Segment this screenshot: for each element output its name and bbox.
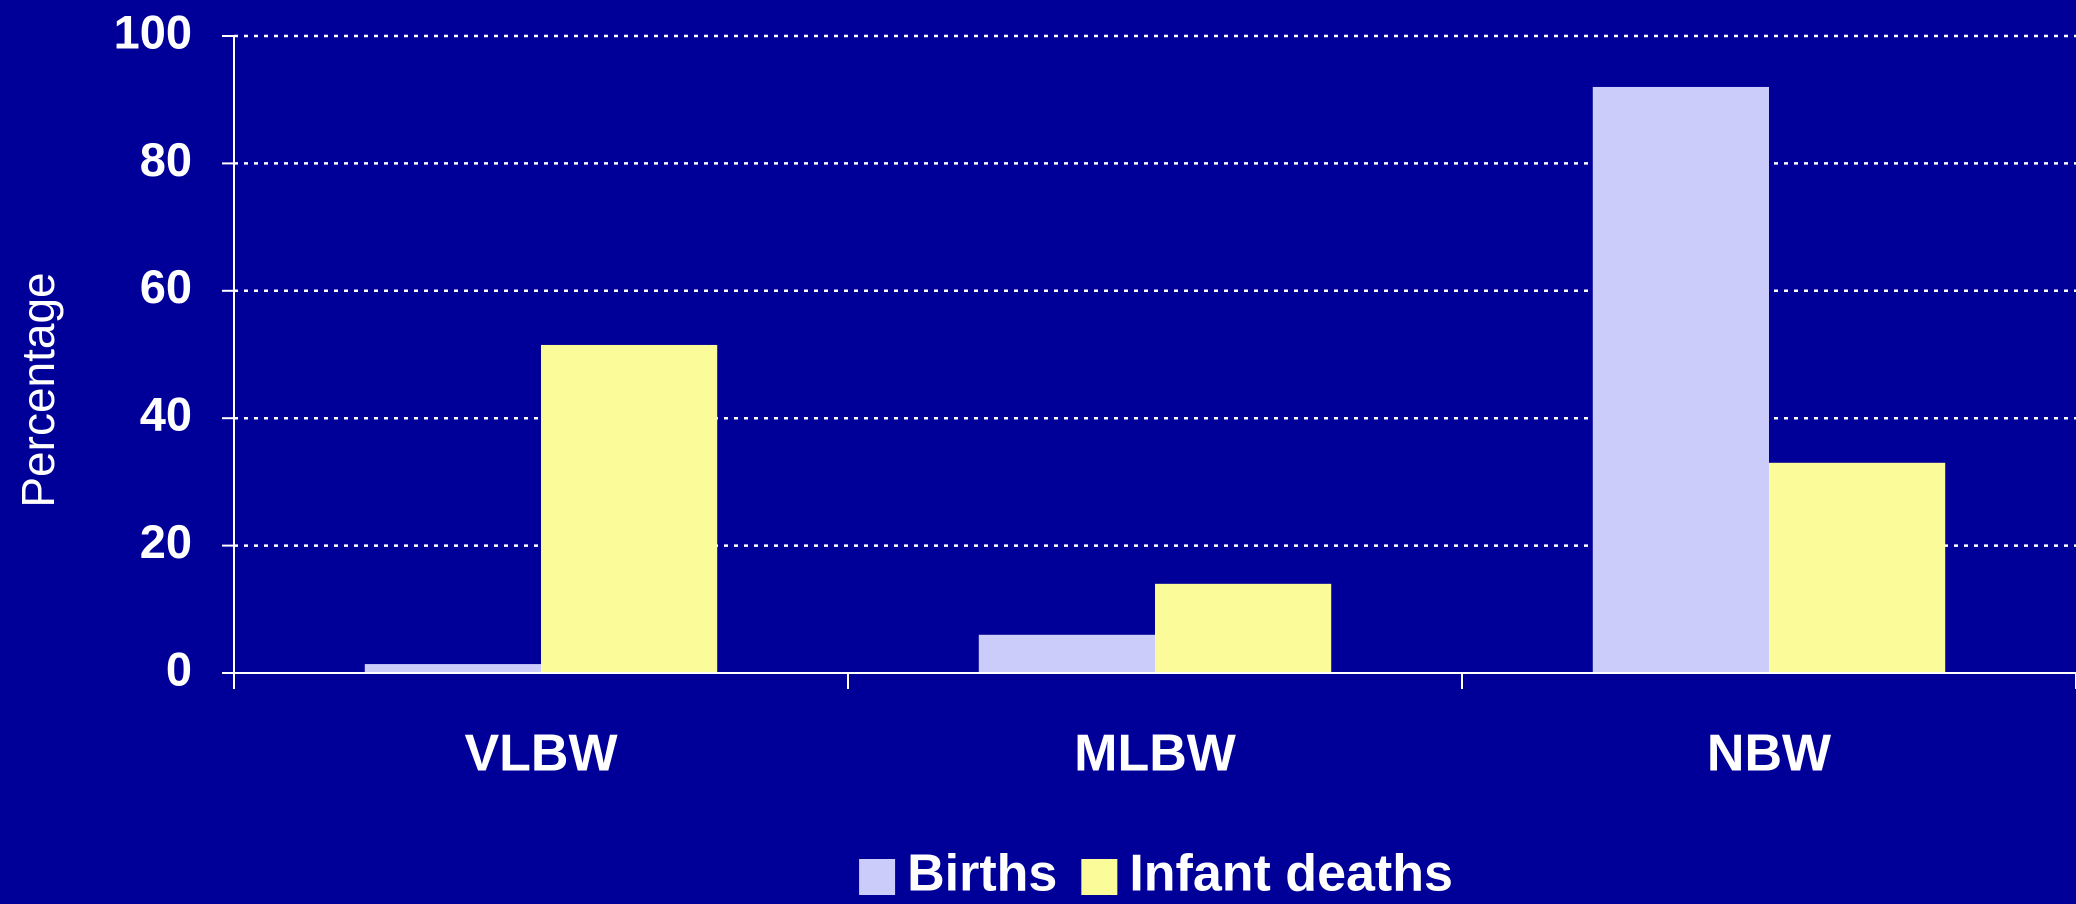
y-tick-label: 100 <box>114 5 192 58</box>
legend-label: Infant deaths <box>1129 845 1453 903</box>
x-tick-label: MLBW <box>1074 725 1237 783</box>
bar <box>978 634 1155 673</box>
y-tick-label: 60 <box>140 260 192 313</box>
x-tick-label: VLBW <box>464 725 618 783</box>
bar <box>541 344 718 673</box>
bar <box>1769 462 1946 673</box>
y-tick-label: 20 <box>140 515 192 568</box>
legend-label: Births <box>907 845 1057 903</box>
x-tick-label: NBW <box>1707 725 1832 783</box>
y-tick-label: 40 <box>140 388 192 441</box>
bar <box>364 664 541 673</box>
y-tick-label: 0 <box>166 642 192 695</box>
legend-swatch <box>1081 859 1118 895</box>
bar <box>1155 583 1332 673</box>
y-axis-label: Percentage <box>12 272 64 507</box>
bar <box>1592 86 1769 673</box>
legend-swatch <box>859 859 896 895</box>
y-tick-label: 80 <box>140 133 192 186</box>
